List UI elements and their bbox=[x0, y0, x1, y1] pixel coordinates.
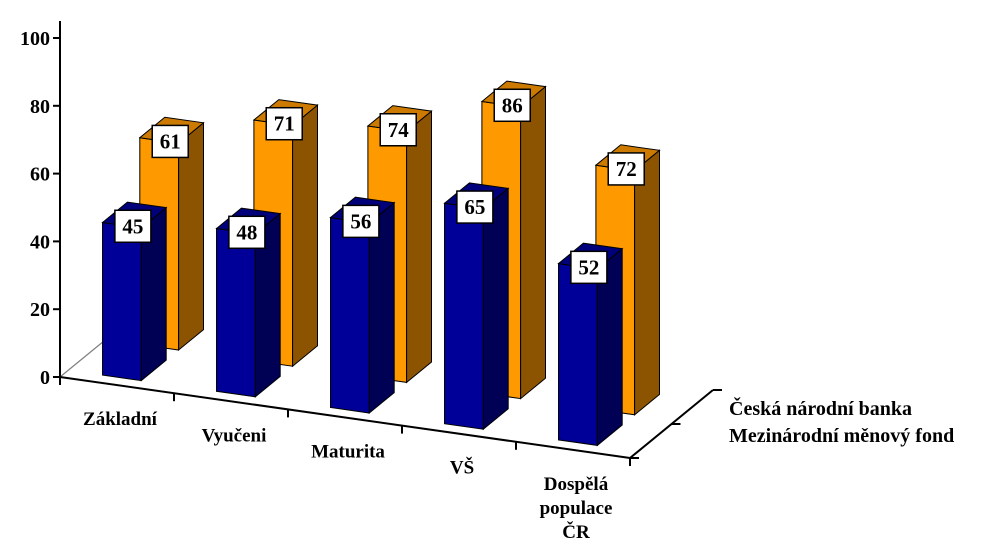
data-label: 48 bbox=[236, 220, 257, 244]
data-label: 45 bbox=[122, 214, 143, 238]
category-label-line: Vyučeni bbox=[202, 425, 267, 446]
bar-side-face bbox=[407, 111, 432, 382]
series-labels: Česká národní banka Mezinárodní měnový fo… bbox=[729, 396, 954, 447]
category-label: VŠ bbox=[450, 457, 474, 479]
y-ticks: 0 20 40 60 80 100 bbox=[20, 28, 60, 389]
bar: 52 bbox=[559, 243, 623, 445]
data-label: 52 bbox=[578, 255, 599, 279]
y-tick-label: 0 bbox=[40, 367, 50, 389]
category-label-line: Základní bbox=[83, 409, 158, 430]
series-label: Česká národní banka bbox=[729, 396, 912, 420]
bars: 61 71 74 86 72 45 48 56 65 52 bbox=[103, 81, 660, 445]
data-label: 56 bbox=[350, 209, 371, 233]
bar-side-face bbox=[521, 87, 546, 399]
bar-side-face bbox=[635, 150, 660, 415]
category-label-line: populace bbox=[540, 498, 613, 519]
category-label-line: Maturita bbox=[311, 442, 385, 463]
y-tick-label: 100 bbox=[20, 28, 50, 50]
data-label: 71 bbox=[274, 112, 295, 136]
bar-front-face bbox=[331, 218, 370, 413]
category-label-line: ČR bbox=[562, 521, 590, 543]
bar: 45 bbox=[103, 202, 167, 381]
y-tick-label: 40 bbox=[30, 231, 50, 253]
data-label: 86 bbox=[502, 93, 523, 117]
bar-front-face bbox=[103, 223, 142, 381]
category-label: Maturita bbox=[311, 442, 385, 463]
category-label-line: VŠ bbox=[450, 457, 474, 479]
category-label: Dospělá populace ČR bbox=[540, 474, 613, 543]
bar: 65 bbox=[445, 183, 509, 429]
bar-front-face bbox=[445, 203, 484, 429]
bar-side-face bbox=[293, 105, 318, 366]
category-label: Vyučeni bbox=[202, 425, 267, 446]
y-tick-label: 60 bbox=[30, 164, 50, 186]
bar: 56 bbox=[331, 197, 395, 413]
bar: 48 bbox=[217, 208, 281, 397]
bar-front-face bbox=[217, 229, 256, 397]
y-tick-label: 80 bbox=[30, 96, 50, 118]
category-labels: Základní Vyučeni Maturita VŠ Dospělá populace… bbox=[83, 409, 612, 543]
data-label: 61 bbox=[160, 129, 181, 153]
data-label: 74 bbox=[388, 118, 410, 142]
bar-side-face bbox=[483, 188, 508, 429]
category-label: Základní bbox=[83, 409, 158, 430]
y-tick-label: 20 bbox=[30, 299, 50, 321]
category-label-line: Dospělá bbox=[544, 474, 609, 495]
series-label: Mezinárodní měnový fond bbox=[729, 425, 954, 447]
bar-front-face bbox=[559, 264, 598, 446]
data-label: 65 bbox=[464, 195, 485, 219]
data-label: 72 bbox=[616, 157, 637, 181]
